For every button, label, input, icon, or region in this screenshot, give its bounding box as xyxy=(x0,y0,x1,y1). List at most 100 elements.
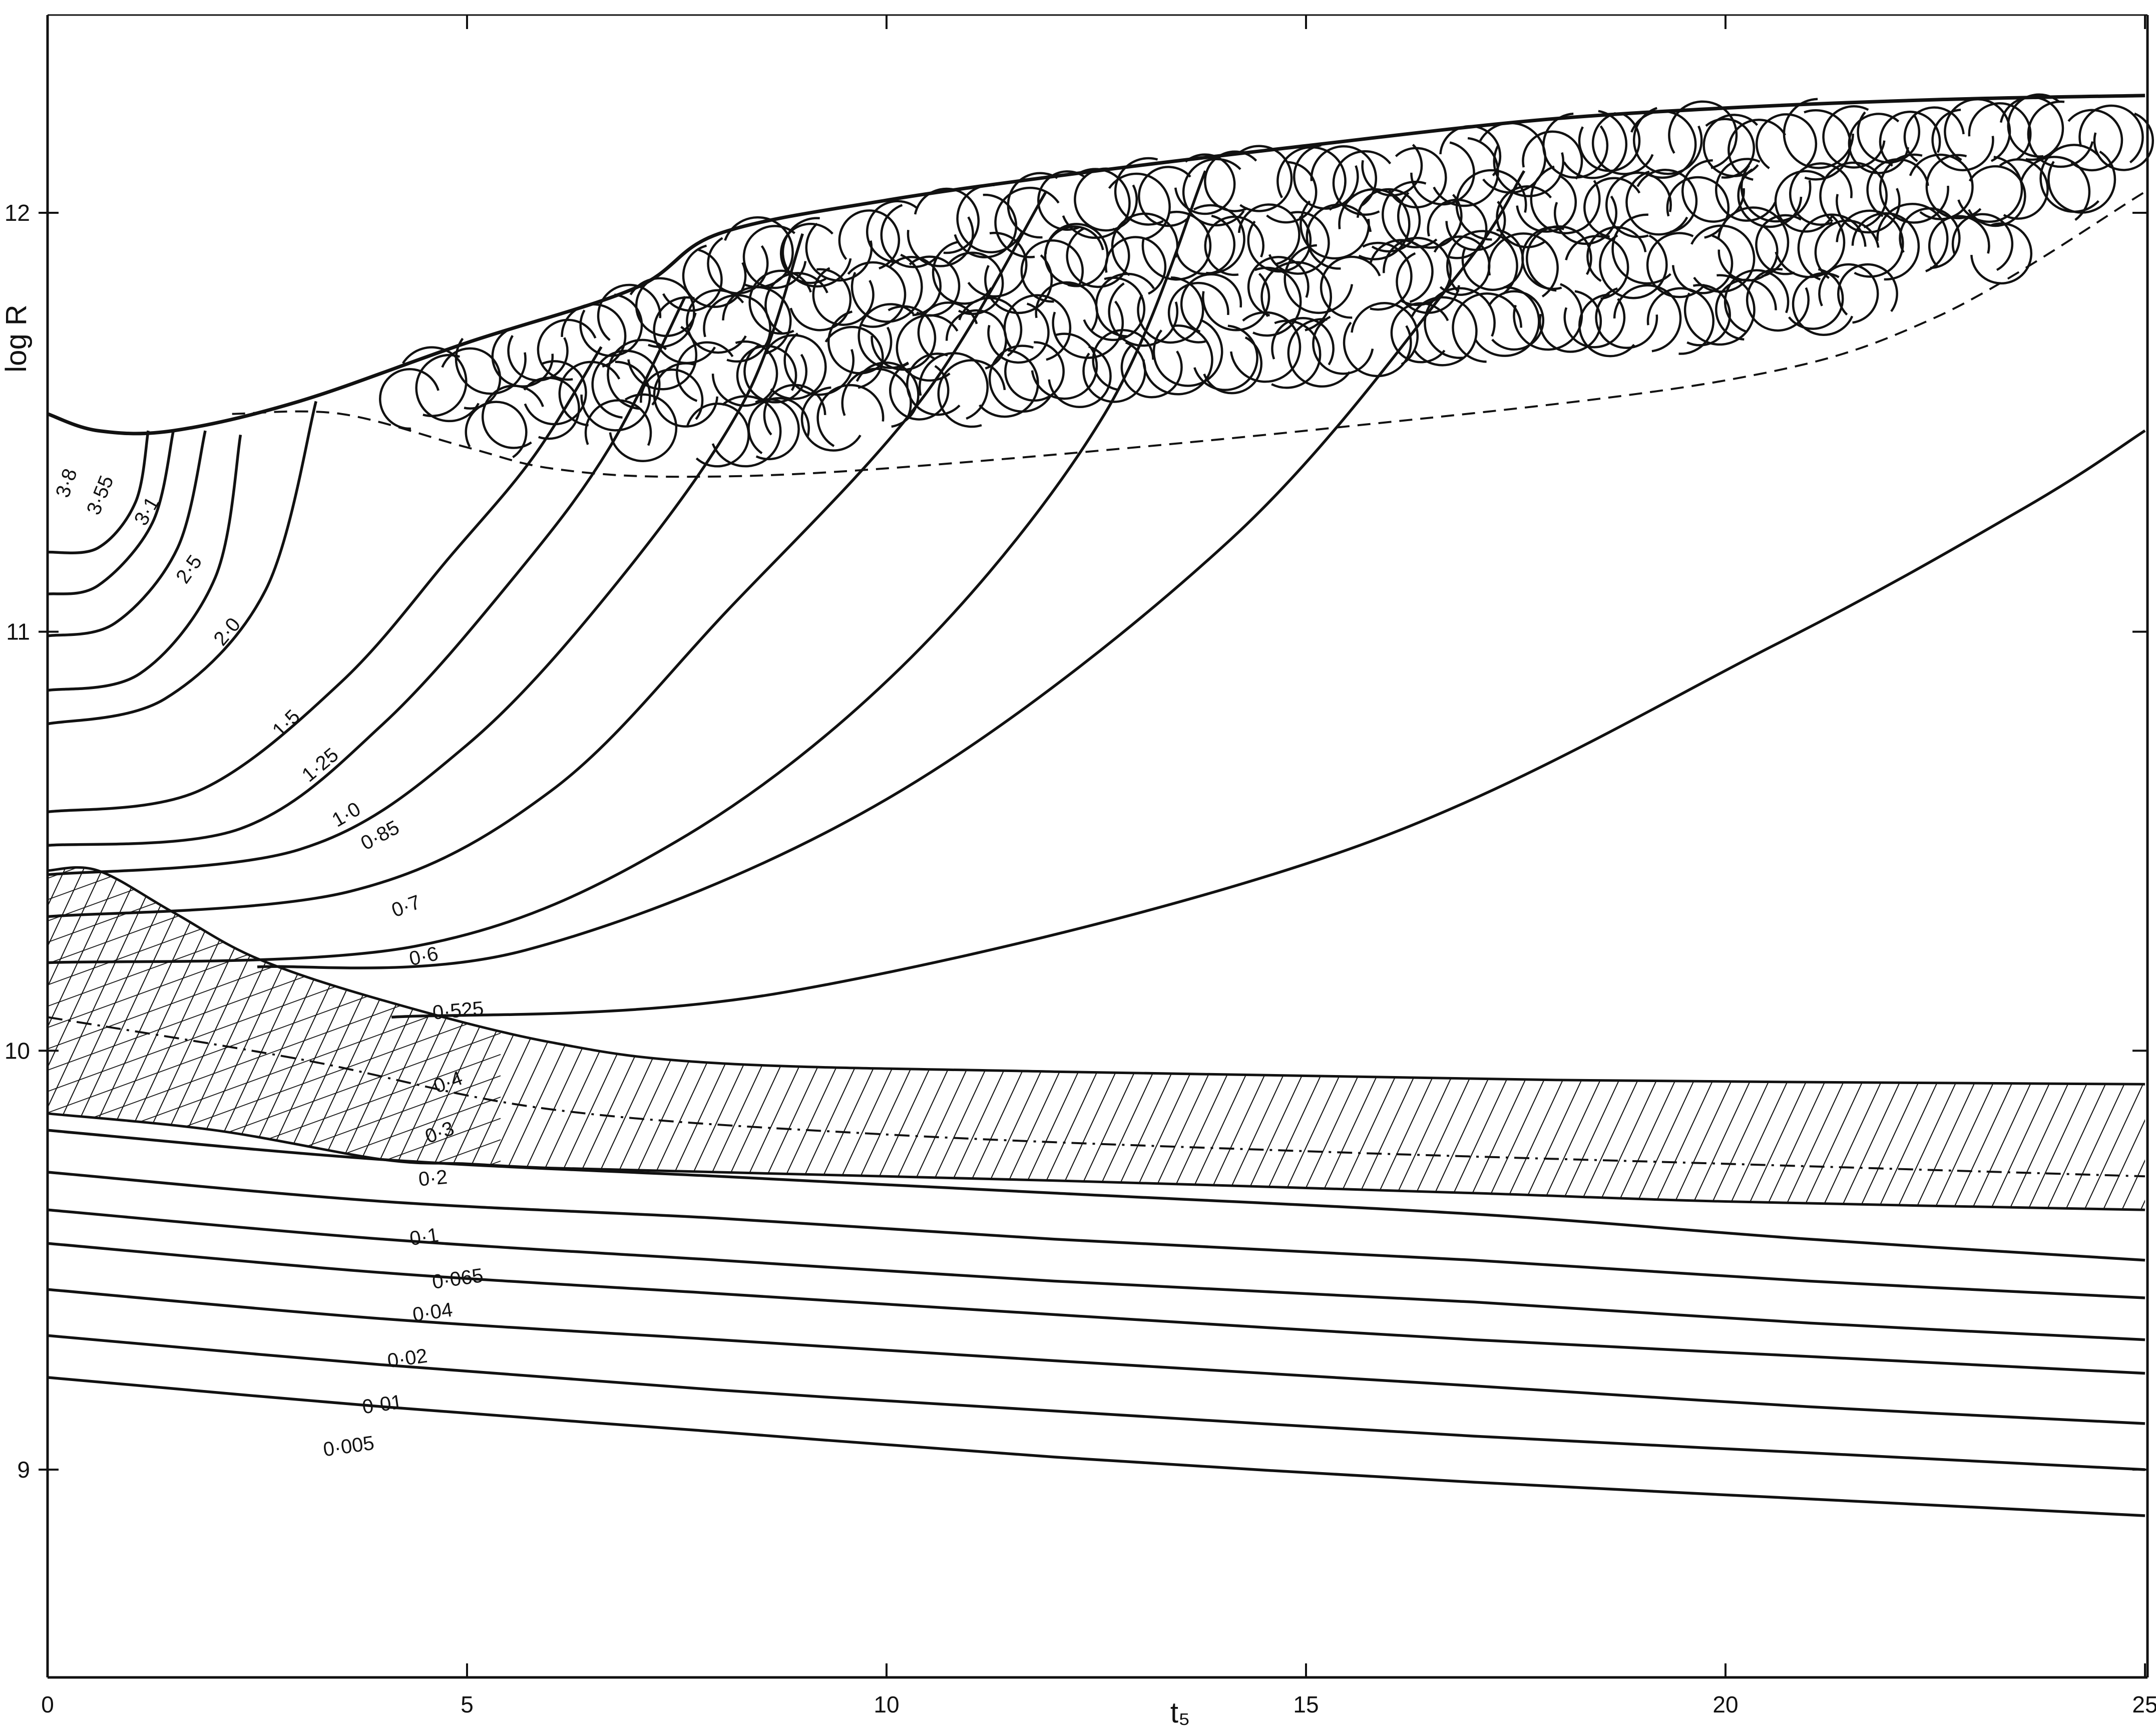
envelope-circle-mark xyxy=(1783,98,1854,169)
series-line xyxy=(47,170,1207,964)
envelope-circle-mark xyxy=(1343,321,1412,378)
x-axis-label: t₅ xyxy=(1170,1696,1190,1729)
series-line xyxy=(47,434,242,692)
envelope-circle-mark xyxy=(1925,154,1982,219)
envelope-circle-mark xyxy=(805,222,873,282)
x-tick-label: 5 xyxy=(461,1691,474,1717)
envelope-circle-mark xyxy=(2078,104,2144,164)
envelope-circle-mark xyxy=(1461,228,1524,291)
envelope-circle-mark xyxy=(1668,100,1738,169)
envelope-circle-mark xyxy=(896,314,959,382)
envelope-circle-mark xyxy=(1152,318,1223,387)
envelope-circle-mark xyxy=(1702,114,1759,177)
series-line xyxy=(47,1376,2145,1517)
envelope-circle-mark xyxy=(686,403,750,468)
series-line xyxy=(47,1242,2145,1375)
envelope-circle-mark xyxy=(937,359,1006,428)
envelope-circle-mark xyxy=(1276,146,1347,211)
envelope-circle-mark xyxy=(1074,167,1138,232)
envelope-circle-mark xyxy=(1625,170,1688,236)
envelope-circle-mark xyxy=(1789,162,1853,226)
series-lines xyxy=(47,170,2146,1517)
series-label: 0·065 xyxy=(431,1264,485,1293)
series-label: 0·525 xyxy=(432,997,485,1024)
envelope-circle-mark xyxy=(907,216,974,267)
envelope-circle-mark xyxy=(1578,113,1641,172)
series-line xyxy=(257,170,1526,969)
envelope-circle-mark xyxy=(755,398,800,461)
envelope-circle-mark xyxy=(1999,158,2049,220)
envelope-circle-mark xyxy=(743,344,807,404)
envelope-circle-mark xyxy=(1312,315,1374,375)
envelope-circle-mark xyxy=(682,244,747,308)
series-label: 0·01 xyxy=(361,1391,403,1419)
envelope-circle-mark xyxy=(1578,293,1635,358)
envelope-circle-mark xyxy=(1237,203,1301,265)
envelope-circle-mark xyxy=(1851,212,1920,281)
envelope-circle-mark xyxy=(609,393,678,462)
envelope-circle-mark xyxy=(816,384,885,447)
envelope-circle-mark xyxy=(1599,234,1668,299)
envelope-circle-mark xyxy=(1361,144,1423,197)
envelope-circle-mark xyxy=(1114,157,1164,226)
series-line xyxy=(47,191,1047,918)
boundary-lines xyxy=(47,94,2146,1211)
envelope-circle-mark xyxy=(1999,96,2064,161)
axis-ticks: 0 5 10 15 20 25 9 10 11 12 xyxy=(5,15,2156,1717)
envelope-circle-mark xyxy=(866,200,918,263)
envelope-circle-mark xyxy=(1636,169,1698,233)
x-tick-label: 15 xyxy=(1293,1691,1319,1717)
series-label: 0·7 xyxy=(389,891,423,921)
hatched-shell-region xyxy=(48,867,2145,1210)
envelope-circle-mark xyxy=(402,346,468,417)
series-label: 0·2 xyxy=(417,1166,448,1191)
series-line xyxy=(47,430,175,596)
envelope-circle-mark xyxy=(1182,158,1245,227)
envelope-circle-mark xyxy=(597,283,662,341)
cross-hatched-region xyxy=(48,867,501,1166)
envelope-circle-mark xyxy=(1137,276,1204,344)
envelope-circle-mark xyxy=(1605,171,1672,238)
envelope-circle-mark xyxy=(1837,263,1898,316)
envelope-circle-mark xyxy=(764,272,828,334)
envelope-circle-mark xyxy=(1003,294,1072,361)
envelope-circle-mark xyxy=(1351,302,1419,366)
series-line xyxy=(47,430,150,555)
y-tick-label: 11 xyxy=(6,619,30,645)
envelope-circle-mark xyxy=(653,296,716,365)
x-tick-label: 25 xyxy=(2132,1691,2156,1717)
envelope-circle-mark xyxy=(1792,272,1854,336)
envelope-circle-mark xyxy=(1563,110,1628,179)
envelope-circle-mark xyxy=(1035,281,1098,331)
envelope-circle-mark xyxy=(1553,195,1617,245)
envelope-circle-mark xyxy=(724,216,794,288)
envelope-circle-mark xyxy=(1613,284,1682,353)
envelope-circle-mark xyxy=(523,377,580,440)
envelope-circle-mark xyxy=(1204,150,1257,212)
shell-upper-boundary-line xyxy=(47,866,2145,1086)
envelope-circle-mark xyxy=(662,248,723,312)
series-label: 3·55 xyxy=(83,473,118,518)
envelope-circle-mark xyxy=(1595,287,1658,349)
envelope-circle-mark xyxy=(711,395,782,468)
envelope-circle-mark xyxy=(789,268,852,331)
envelope-circle-mark xyxy=(838,209,901,270)
envelope-circle-mark xyxy=(1396,252,1460,314)
envelope-circle-mark xyxy=(711,340,778,407)
envelope-circle-mark xyxy=(1951,213,2014,271)
plot-frame xyxy=(46,14,2149,1679)
convective-envelope-region xyxy=(379,93,2154,468)
envelope-circle-mark xyxy=(1493,144,1565,197)
envelope-circle-mark xyxy=(379,368,440,430)
envelope-circle-mark xyxy=(1542,112,1609,179)
y-tick-label: 9 xyxy=(17,1457,30,1483)
series-line xyxy=(47,346,603,814)
envelope-circle-mark xyxy=(1848,113,1909,174)
envelope-circle-mark xyxy=(889,362,950,421)
envelope-circle-mark xyxy=(763,384,826,436)
envelope-circle-mark xyxy=(1591,112,1654,175)
x-tick-label: 20 xyxy=(1712,1691,1738,1717)
envelope-circle-mark xyxy=(1260,261,1332,331)
series-label: 1·5 xyxy=(268,706,304,742)
envelope-circle-mark xyxy=(537,318,597,381)
